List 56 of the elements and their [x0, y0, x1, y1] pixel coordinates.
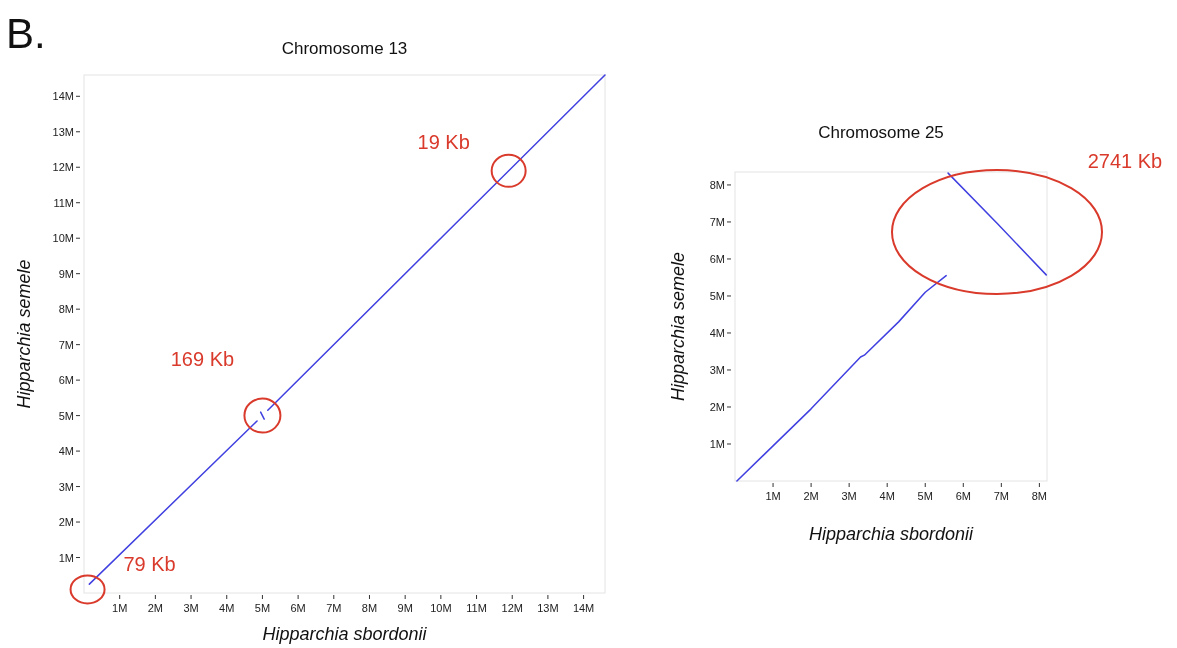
y-tick-label: 1M — [58, 551, 74, 564]
x-tick-label: 9M — [397, 602, 413, 614]
y-tick-label: 2M — [58, 516, 74, 529]
annotation: 169 Kb — [170, 347, 235, 370]
x-tick-label: 5M — [917, 490, 933, 502]
x-tick-label: 5M — [254, 602, 271, 614]
y-axis-title: Hipparchia semele — [668, 251, 688, 402]
x-axis-title: Hipparchia sbordonii — [262, 624, 428, 644]
x-tick-label: 7M — [993, 490, 1009, 502]
y-tick-label: 6M — [709, 252, 725, 265]
y-tick-label: 6M — [58, 374, 74, 387]
y-tick-label: 4M — [58, 445, 74, 458]
y-tick-label: 3M — [709, 363, 725, 376]
y-tick-label: 7M — [709, 215, 725, 228]
x-tick-label: 7M — [326, 602, 342, 614]
text: 2741 Kb — [1087, 150, 1163, 172]
text: B. — [6, 10, 46, 57]
x-tick-label: 6M — [955, 490, 971, 502]
y-tick-label: 8M — [709, 178, 725, 191]
x-tick-label: 12M — [501, 602, 523, 614]
x-tick-label: 1M — [765, 490, 781, 502]
x-tick-label: 14M — [572, 602, 595, 614]
x-axis-title: Hipparchia sbordonii — [808, 524, 975, 544]
y-tick-label: 2M — [709, 400, 725, 413]
y-tick-label: 5M — [58, 409, 74, 422]
y-tick-label: 13M — [52, 125, 74, 138]
y-tick-label: 10M — [52, 232, 74, 245]
x-tick-label: 13M — [537, 602, 559, 614]
y-tick-label: 14M — [52, 90, 74, 103]
x-tick-label: 4M — [879, 490, 895, 502]
y-axis-title: Hipparchia semele — [14, 259, 34, 409]
annotation: 19 Kb — [417, 130, 470, 153]
x-tick-label: 3M — [183, 602, 199, 614]
x-tick-label: 8M — [361, 602, 378, 614]
x-tick-label: 11M — [466, 602, 487, 614]
y-tick-label: 7M — [58, 338, 74, 351]
x-tick-label: 3M — [841, 490, 857, 502]
y-tick-label: 3M — [58, 480, 74, 493]
y-tick-label: 12M — [52, 161, 74, 174]
y-tick-label: 1M — [709, 437, 725, 450]
x-tick-label: 4M — [219, 602, 235, 614]
x-tick-label: 6M — [290, 602, 306, 614]
y-tick-label: 5M — [709, 289, 725, 302]
x-tick-label: 8M — [1031, 490, 1048, 502]
chart-title: Chromosome 13 — [281, 39, 408, 58]
x-tick-label: 10M — [430, 602, 452, 614]
y-tick-label: 4M — [709, 326, 725, 339]
chart-title: Chromosome 25 — [818, 123, 944, 142]
x-tick-label: 2M — [803, 490, 819, 502]
y-tick-label: 8M — [58, 303, 74, 316]
x-tick-label: 2M — [147, 602, 164, 614]
y-tick-label: 11M — [53, 196, 74, 209]
x-tick-label: 1M — [112, 602, 128, 614]
annotation: 79 Kb — [123, 553, 176, 576]
y-tick-label: 9M — [58, 267, 74, 280]
line-series — [736, 274, 947, 482]
